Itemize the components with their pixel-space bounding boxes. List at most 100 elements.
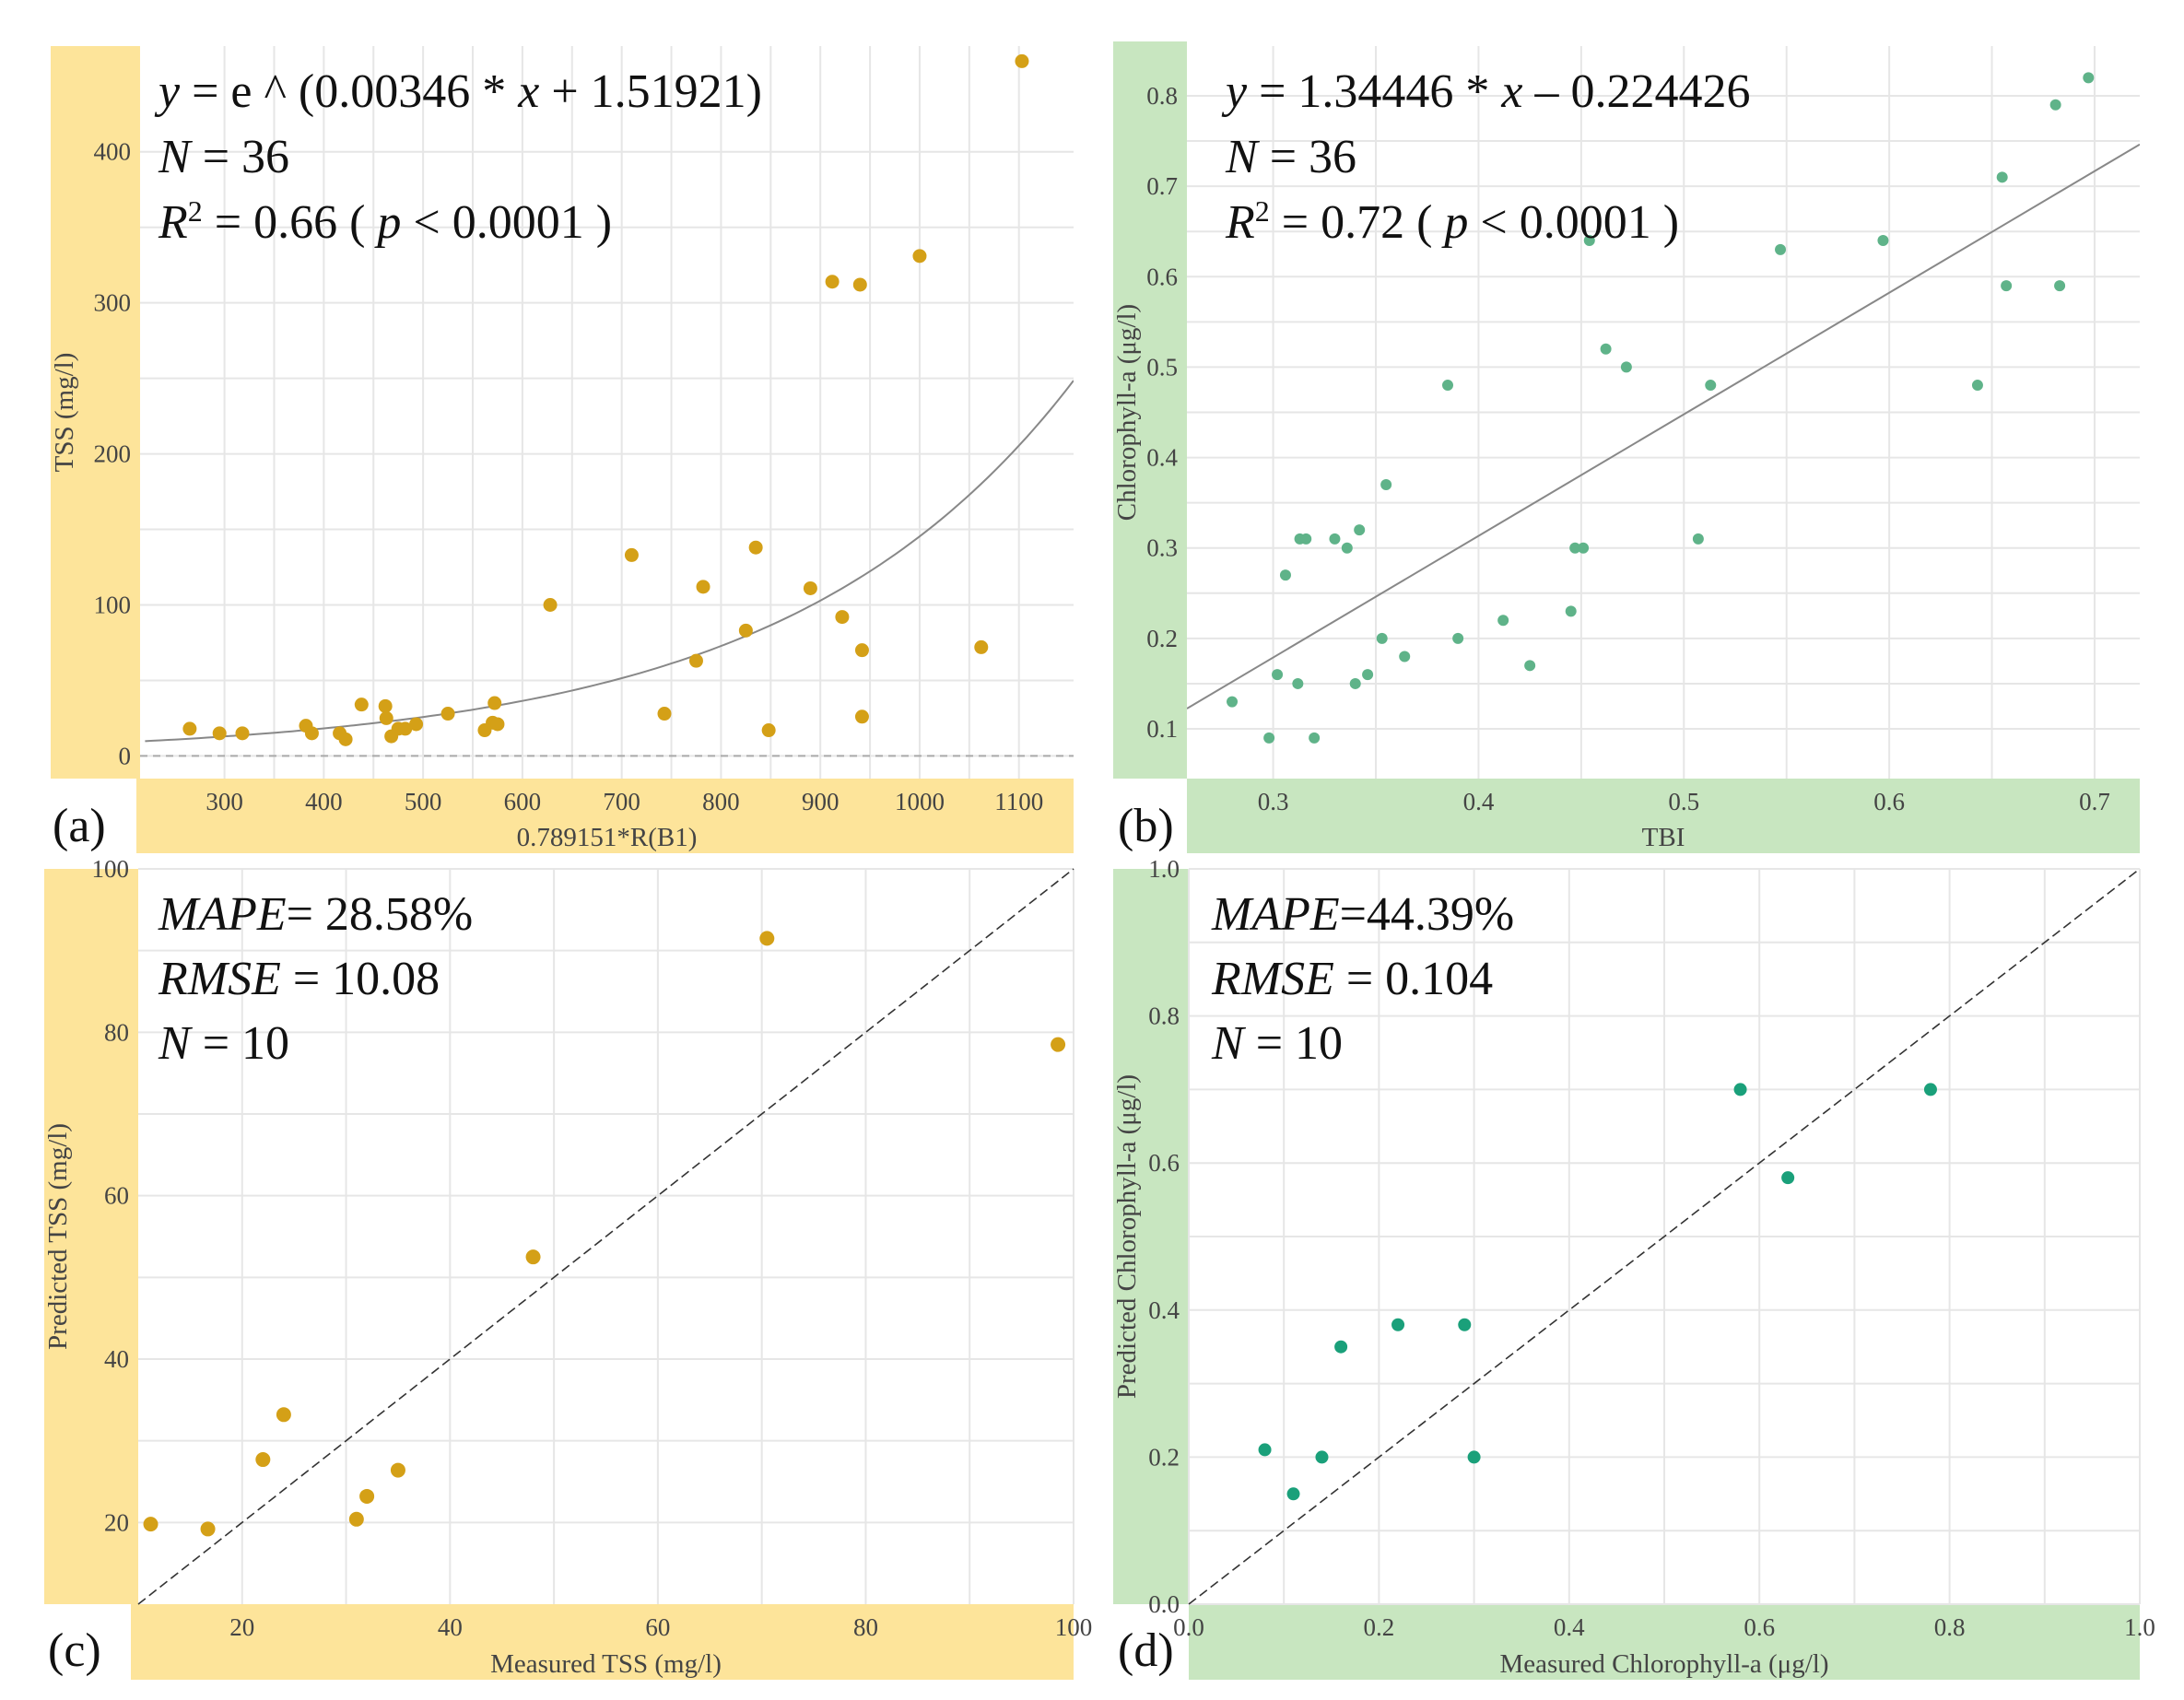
y-tick-label: 0.8 [1146,82,1178,110]
annotation-line: RMSE = 10.08 [158,953,440,1005]
x-tick-label: 500 [405,788,442,815]
data-point [1733,1083,1747,1096]
data-point [487,696,502,710]
y-tick-label: 0 [119,742,132,769]
y-tick-label: 80 [104,1018,129,1046]
y-tick-label: 0.2 [1146,625,1178,652]
y-axis-strip [51,46,140,779]
x-axis-strip [1187,779,2140,853]
x-tick-label: 1100 [994,788,1043,815]
data-point [1467,1450,1481,1464]
y-tick-label: 0.2 [1148,1443,1180,1471]
data-point [657,707,672,721]
x-tick-label: 0.2 [1364,1613,1395,1641]
y-tick-label: 0.6 [1146,263,1178,290]
y-axis-title: Chlorophyll-a (μg/l) [1112,304,1142,521]
data-point [1315,1450,1329,1464]
data-point [1923,1083,1937,1096]
x-tick-label: 80 [853,1613,878,1641]
data-point [1286,1487,1300,1501]
x-tick-label: 20 [229,1613,254,1641]
y-axis-title: TSS (mg/l) [50,353,79,473]
data-point [212,726,227,741]
data-point [1341,542,1353,554]
data-point [1600,343,1612,355]
panel-label: (c) [48,1624,101,1677]
data-point [398,721,413,736]
annotation-line: R2 = 0.72 ( p < 0.0001 ) [1225,194,1679,249]
data-point [235,726,250,741]
annotation-line: R2 = 0.66 ( p < 0.0001 ) [158,194,612,249]
data-point [525,1249,541,1265]
x-tick-label: 0.0 [1173,1613,1204,1641]
x-axis-title: 0.789151*R(B1) [517,823,698,852]
x-tick-label: 400 [305,788,343,815]
x-tick-label: 700 [603,788,640,815]
data-point [1877,235,1889,247]
panel-label: (b) [1118,800,1174,852]
x-tick-label: 0.4 [1463,788,1495,815]
panel-a-tss-regression: 300 400 500 600 700 800 900 1000 1100 0 100 200 300 4… [50,46,1074,853]
data-point [854,643,869,658]
panel-d-chlorophyll-validation: 0.0 0.2 0.4 0.6 0.8 1.0 0.0 0.2 0.4 0.6 0.8 1.0 Meas… [1112,855,2155,1680]
data-point [1227,696,1239,708]
annotation-line: y = e ^ (0.00346 * x + 1.51921) [154,65,762,118]
data-point [1583,235,1595,247]
data-point [1263,732,1275,744]
x-axis-title: TBI [1642,823,1685,852]
y-tick-label: 1.0 [1148,855,1180,883]
data-point [1380,479,1392,491]
data-point [143,1517,159,1532]
data-point [378,698,393,713]
annotation-line: N = 36 [1225,131,1356,183]
data-point [1578,542,1590,554]
x-tick-label: 800 [702,788,740,815]
x-tick-label: 0.5 [1668,788,1699,815]
data-point [1452,632,1464,644]
data-point [354,698,369,712]
regression-line [1187,143,2140,709]
data-point [688,653,703,668]
data-point [852,277,867,292]
y-tick-label: 0.0 [1148,1590,1180,1618]
data-points [182,53,1029,746]
x-tick-label: 1000 [895,788,945,815]
data-point [1376,632,1388,644]
annotation-line: N = 36 [158,131,289,183]
x-tick-label: 40 [438,1613,463,1641]
gridlines [138,868,1074,1604]
data-point [825,275,840,289]
data-point [1569,542,1581,554]
x-tick-label: 300 [205,788,243,815]
data-point [974,639,989,654]
x-axis-title: Measured Chlorophyll-a (μg/l) [1499,1649,1828,1679]
data-point [912,249,927,264]
data-point [1971,380,1983,392]
plot-area [140,46,1074,779]
data-points [143,931,1066,1537]
one-to-one-line [1188,868,2141,1605]
data-point [1015,53,1029,68]
y-axis-title: Predicted TSS (mg/l) [43,1123,73,1350]
data-point [2001,280,2013,292]
data-point [2054,280,2066,292]
x-tick-label: 60 [645,1613,670,1641]
x-tick-label: 0.7 [2079,788,2110,815]
x-tick-label: 600 [504,788,542,815]
data-points [1258,1083,1937,1501]
regression-curve [145,380,1074,743]
annotation-line: MAPE= 28.58% [158,888,473,941]
annotation-line: N = 10 [1211,1017,1343,1070]
data-point [200,1521,216,1537]
x-axis-strip [136,779,1074,853]
data-point [624,547,639,562]
data-point [854,709,869,724]
data-point [1258,1443,1272,1457]
data-point [1362,669,1374,681]
data-point [1329,533,1341,545]
data-point [440,707,455,721]
data-point [304,726,319,741]
data-point [359,1488,375,1504]
data-point [1692,533,1704,545]
